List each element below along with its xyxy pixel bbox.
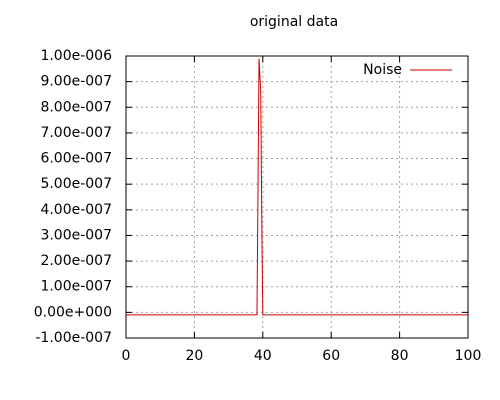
y-tick-label: 8.00e-007 [40,99,112,115]
y-tick-label: 1.00e-007 [40,279,112,295]
x-tick-label: 100 [455,348,482,364]
x-tick-label: 0 [122,348,131,364]
y-tick-label: 0.00e+000 [34,304,112,320]
y-tick-label: 4.00e-007 [40,202,112,218]
y-tick-label: 6.00e-007 [40,151,112,167]
y-tick-label: 7.00e-007 [40,125,112,141]
y-tick-label: 9.00e-007 [40,74,112,90]
chart-title: original data [250,14,338,30]
x-tick-label: 80 [391,348,409,364]
plot-border [125,55,469,339]
y-tick-label: 1.00e-006 [40,48,112,64]
y-tick-label: 3.00e-007 [40,227,112,243]
y-tick-label: 2.00e-007 [40,253,112,269]
y-tick-label: -1.00e-007 [35,330,112,346]
legend-label: Noise [363,62,402,78]
x-tick-label: 20 [185,348,203,364]
y-tick-label: 5.00e-007 [40,176,112,192]
x-tick-label: 40 [254,348,272,364]
series-line [126,58,468,316]
x-tick-label: 60 [322,348,340,364]
